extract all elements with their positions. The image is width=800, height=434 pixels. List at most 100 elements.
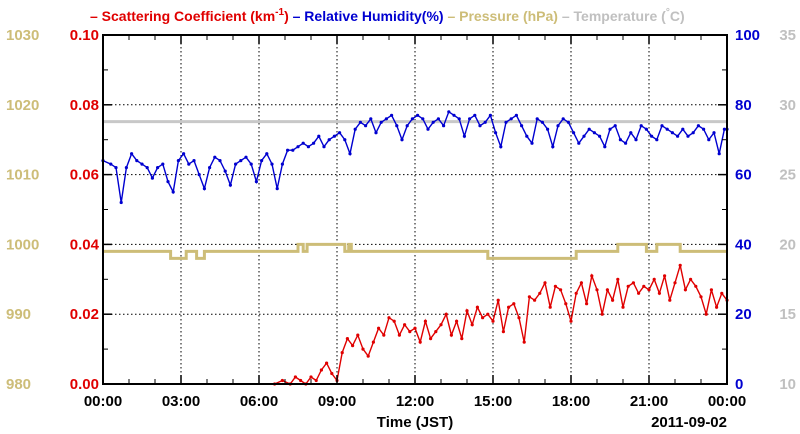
data-point-relative-humidity <box>462 134 466 138</box>
title-after-0: ) <box>284 8 289 24</box>
data-point-relative-humidity <box>343 138 347 142</box>
data-point-relative-humidity <box>218 159 222 163</box>
data-point-relative-humidity <box>130 152 134 156</box>
data-point-relative-humidity <box>468 117 472 121</box>
data-point-relative-humidity <box>109 162 113 166</box>
data-point-relative-humidity <box>670 131 675 135</box>
data-point-relative-humidity <box>603 145 607 149</box>
x-tick-label: 03:00 <box>162 393 200 410</box>
humidity-tick-label: 60 <box>735 167 752 184</box>
data-point-relative-humidity <box>566 120 571 124</box>
data-point-relative-humidity <box>639 124 643 128</box>
data-point-relative-humidity <box>551 145 555 149</box>
data-point-relative-humidity <box>442 124 446 128</box>
data-point-scattering-coefficient <box>449 333 453 337</box>
data-point-relative-humidity <box>514 113 519 117</box>
chart-title: – Scattering Coefficient (km-1) – Relati… <box>90 7 685 24</box>
data-point-relative-humidity <box>197 173 201 177</box>
humidity-tick-label: 100 <box>735 27 760 44</box>
data-point-scattering-coefficient <box>418 340 422 344</box>
data-point-relative-humidity <box>171 190 175 194</box>
data-point-relative-humidity <box>421 117 425 121</box>
data-point-relative-humidity <box>390 113 394 117</box>
data-point-relative-humidity <box>119 200 123 205</box>
data-point-relative-humidity <box>332 134 336 138</box>
data-point-relative-humidity <box>322 145 326 149</box>
data-point-scattering-coefficient <box>309 375 313 379</box>
data-point-scattering-coefficient <box>538 291 542 295</box>
data-point-relative-humidity <box>655 138 659 142</box>
data-point-scattering-coefficient <box>626 284 630 288</box>
temperature-tick-label: 35 <box>779 27 796 44</box>
data-point-scattering-coefficient <box>439 323 443 327</box>
data-point-relative-humidity <box>234 162 238 166</box>
data-point-relative-humidity <box>150 176 154 180</box>
data-point-relative-humidity <box>509 117 513 121</box>
data-point-relative-humidity <box>546 127 550 131</box>
data-point-scattering-coefficient <box>668 298 672 302</box>
data-point-scattering-coefficient <box>366 354 370 358</box>
data-point-scattering-coefficient <box>569 319 573 323</box>
temperature-tick-label: 15 <box>779 306 796 323</box>
data-point-relative-humidity <box>286 148 290 152</box>
data-point-relative-humidity <box>182 152 186 156</box>
pressure-tick-label: 980 <box>6 376 31 393</box>
temperature-tick-label: 10 <box>779 376 796 393</box>
data-point-scattering-coefficient <box>486 312 490 316</box>
data-point-relative-humidity <box>265 152 269 156</box>
temperature-tick-label: 25 <box>779 167 796 184</box>
data-point-relative-humidity <box>301 141 305 145</box>
data-point-scattering-coefficient <box>522 340 526 344</box>
x-tick-label: 21:00 <box>630 393 668 410</box>
title-sup-0: -1 <box>275 7 284 18</box>
data-point-scattering-coefficient <box>678 263 682 267</box>
data-point-relative-humidity <box>166 180 170 184</box>
data-point-scattering-coefficient <box>689 277 693 281</box>
data-point-relative-humidity <box>208 166 212 170</box>
title-part-3: – Temperature ( <box>558 8 666 24</box>
data-point-scattering-coefficient <box>683 288 688 292</box>
data-point-scattering-coefficient <box>631 281 636 285</box>
data-point-scattering-coefficient <box>611 298 615 302</box>
x-tick-label: 15:00 <box>474 393 512 410</box>
x-tick-label: 12:00 <box>396 393 434 410</box>
data-point-scattering-coefficient <box>694 284 698 288</box>
data-point-relative-humidity <box>280 162 284 166</box>
date-label: 2011-09-02 <box>651 414 727 431</box>
pressure-tick-label: 1010 <box>6 167 39 184</box>
data-point-relative-humidity <box>145 166 149 170</box>
data-point-scattering-coefficient <box>371 340 375 344</box>
data-point-relative-humidity <box>254 180 258 184</box>
data-point-scattering-coefficient <box>496 298 500 302</box>
data-point-relative-humidity <box>556 124 560 128</box>
temperature-tick-label: 20 <box>779 236 796 253</box>
x-tick-label: 00:00 <box>84 393 122 410</box>
data-point-scattering-coefficient <box>637 291 641 295</box>
data-point-scattering-coefficient <box>507 305 511 309</box>
data-point-relative-humidity <box>239 159 243 163</box>
scattering-tick-label: 0.00 <box>70 376 99 393</box>
data-point-relative-humidity <box>416 113 420 117</box>
data-point-relative-humidity <box>291 148 295 152</box>
data-point-relative-humidity <box>572 131 576 135</box>
data-point-relative-humidity <box>665 127 669 131</box>
data-point-relative-humidity <box>338 131 342 135</box>
data-point-relative-humidity <box>613 124 617 128</box>
scattering-tick-label: 0.10 <box>70 27 99 44</box>
data-point-scattering-coefficient <box>299 378 303 383</box>
data-point-relative-humidity <box>587 127 591 131</box>
data-point-relative-humidity <box>202 187 206 191</box>
data-point-scattering-coefficient <box>413 326 417 330</box>
data-point-scattering-coefficient <box>616 277 620 281</box>
data-point-scattering-coefficient <box>397 333 401 337</box>
data-point-scattering-coefficient <box>280 378 284 383</box>
data-point-relative-humidity <box>192 159 196 163</box>
data-point-relative-humidity <box>561 117 565 121</box>
data-point-relative-humidity <box>540 120 545 124</box>
data-point-relative-humidity <box>379 120 383 124</box>
data-point-scattering-coefficient <box>657 291 662 295</box>
data-point-relative-humidity <box>494 131 498 135</box>
data-point-relative-humidity <box>696 124 701 128</box>
data-point-relative-humidity <box>592 131 597 135</box>
scattering-tick-label: 0.02 <box>70 306 99 323</box>
